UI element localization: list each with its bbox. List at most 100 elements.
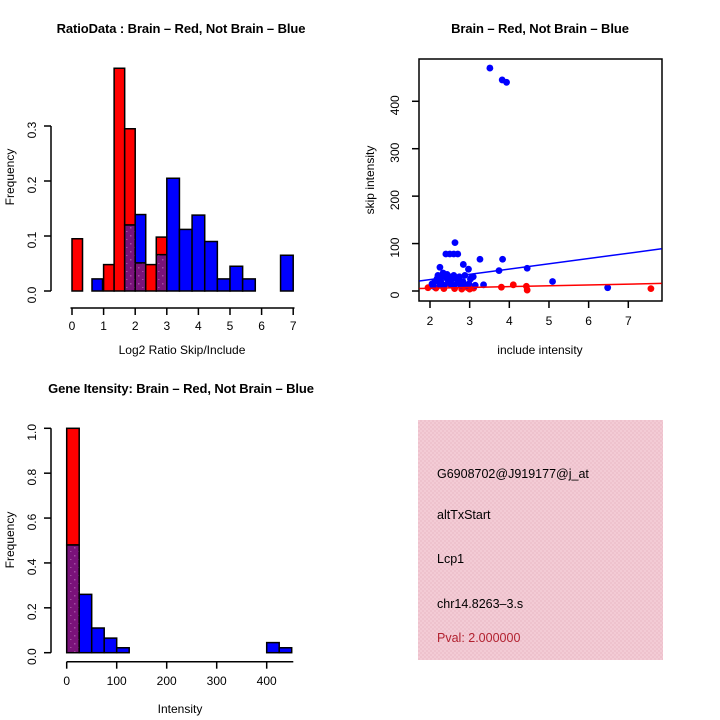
tick-label: 0 bbox=[388, 291, 402, 298]
info-location: chr14.8263–3.s bbox=[437, 597, 523, 611]
histogram-bar-blue bbox=[134, 213, 147, 264]
ratio-histogram-panel: RatioData : Brain – Red, Not Brain – Blu… bbox=[3, 21, 305, 357]
tick-label: 0.3 bbox=[25, 121, 39, 138]
ratio-histogram-title: RatioData : Brain – Red, Not Brain – Blu… bbox=[57, 21, 306, 36]
histogram-bar-blue bbox=[78, 593, 93, 654]
histogram-bar-red bbox=[65, 427, 80, 546]
tick-label: 5 bbox=[227, 319, 234, 333]
histogram-bar-red bbox=[71, 238, 84, 292]
scatter-xlabel: include intensity bbox=[497, 343, 582, 357]
histogram-bar-blue bbox=[203, 240, 219, 292]
tick-label: 2 bbox=[132, 319, 139, 333]
scatter-point-red bbox=[523, 286, 531, 294]
gene-histogram-ylabel: Frequency bbox=[3, 512, 17, 569]
tick-label: 4 bbox=[506, 314, 513, 328]
tick-label: 0 bbox=[69, 319, 76, 333]
histogram-bar-blue bbox=[90, 627, 105, 654]
histogram-bar-blue bbox=[166, 177, 181, 292]
histogram-bar-overlap bbox=[134, 262, 147, 292]
histogram-bar-overlap bbox=[65, 544, 80, 654]
scatter-point-blue bbox=[476, 255, 484, 263]
scatter-point-blue bbox=[469, 273, 477, 281]
tick-label: 400 bbox=[257, 674, 277, 688]
tick-label: 200 bbox=[157, 674, 177, 688]
tick-label: 6 bbox=[585, 314, 592, 328]
scatter-point-blue bbox=[549, 278, 556, 285]
gene-histogram-xlabel: Intensity bbox=[158, 702, 203, 716]
ratio-histogram-ylabel: Frequency bbox=[3, 149, 17, 206]
info-box-background bbox=[418, 420, 663, 660]
gene-histogram-plot: 0.0 0.2 0.4 0.6 0.8 1.0 0 100 200 300 400 bbox=[25, 424, 294, 688]
tick-label: 300 bbox=[207, 674, 227, 688]
scatter-panel: Brain – Red, Not Brain – Blue include in… bbox=[363, 21, 663, 357]
tick-label: 4 bbox=[195, 319, 202, 333]
histogram-bar-red bbox=[144, 263, 158, 292]
scatter-plot: 2 3 4 5 6 7 0 100 200 300 400 bbox=[388, 58, 663, 328]
info-gene-name: Lcp1 bbox=[437, 552, 464, 566]
histogram-bar-blue bbox=[265, 641, 280, 654]
histogram-bar-blue bbox=[216, 278, 231, 292]
tick-label: 0 bbox=[63, 674, 70, 688]
histogram-bar-overlap bbox=[155, 253, 168, 292]
tick-label: 0.0 bbox=[25, 286, 39, 303]
gene-histogram-panel: Gene Itensity: Brain – Red, Not Brain – … bbox=[3, 381, 314, 716]
tick-label: 6 bbox=[258, 319, 265, 333]
histogram-bar-red bbox=[123, 128, 136, 226]
tick-label: 2 bbox=[427, 314, 434, 328]
histogram-bar-overlap bbox=[123, 224, 136, 292]
tick-label: 0.2 bbox=[25, 603, 39, 620]
tick-label: 0.0 bbox=[25, 648, 39, 665]
scatter-title: Brain – Red, Not Brain – Blue bbox=[451, 21, 629, 36]
histogram-bar-blue bbox=[115, 647, 130, 654]
tick-label: 300 bbox=[388, 142, 402, 162]
tick-label: 100 bbox=[107, 674, 127, 688]
tick-label: 5 bbox=[546, 314, 553, 328]
scatter-point-red bbox=[647, 285, 655, 293]
scatter-point-blue bbox=[499, 255, 506, 263]
scatter-point-blue bbox=[503, 78, 510, 86]
tick-label: 0.2 bbox=[25, 176, 39, 193]
scatter-point-blue bbox=[604, 284, 612, 292]
scatter-plot-box bbox=[418, 58, 663, 302]
scatter-point-blue bbox=[440, 281, 448, 289]
tick-label: 400 bbox=[388, 95, 402, 115]
histogram-bar-blue bbox=[178, 228, 193, 292]
scatter-point-blue bbox=[436, 263, 444, 271]
tick-label: 0.1 bbox=[25, 231, 39, 248]
tick-label: 0.8 bbox=[25, 469, 39, 486]
scatter-point-blue bbox=[465, 280, 473, 288]
scatter-point-blue bbox=[486, 64, 494, 72]
tick-label: 1 bbox=[100, 319, 107, 333]
info-probe-id: G6908702@J919177@j_at bbox=[437, 467, 589, 481]
tick-label: 3 bbox=[466, 314, 473, 328]
tick-label: 7 bbox=[625, 314, 632, 328]
histogram-bar-red bbox=[102, 263, 115, 292]
histogram-bar-blue bbox=[103, 637, 118, 654]
scatter-ylabel: skip intensity bbox=[363, 146, 377, 215]
histogram-bar-red bbox=[113, 67, 126, 292]
tick-label: 7 bbox=[290, 319, 297, 333]
histogram-bar-blue bbox=[279, 254, 294, 292]
histogram-bar-blue bbox=[191, 214, 206, 292]
tick-label: 1.0 bbox=[25, 424, 39, 441]
histogram-bar-blue bbox=[229, 265, 244, 292]
scatter-point-blue bbox=[465, 265, 472, 273]
fit-line-blue bbox=[419, 248, 662, 282]
fit-line-red bbox=[419, 282, 662, 290]
info-event-type: altTxStart bbox=[437, 508, 491, 522]
tick-label: 200 bbox=[388, 190, 402, 210]
tick-label: 0.4 bbox=[25, 558, 39, 575]
ratio-histogram-plot: 0.0 0.1 0.2 0.3 0 1 2 3 4 5 6 7 bbox=[25, 67, 297, 333]
tick-label: 100 bbox=[388, 237, 402, 257]
tick-label: 0.6 bbox=[25, 513, 39, 530]
ratio-histogram-xlabel: Log2 Ratio Skip/Include bbox=[119, 343, 246, 357]
scatter-point-blue bbox=[451, 239, 459, 247]
gene-histogram-title: Gene Itensity: Brain – Red, Not Brain – … bbox=[48, 381, 314, 396]
histogram-bar-blue bbox=[241, 278, 257, 292]
info-pval: Pval: 2.000000 bbox=[437, 631, 520, 645]
histogram-bar-blue bbox=[278, 647, 293, 654]
histogram-bar-blue bbox=[91, 278, 104, 292]
scatter-point-blue bbox=[454, 250, 462, 258]
